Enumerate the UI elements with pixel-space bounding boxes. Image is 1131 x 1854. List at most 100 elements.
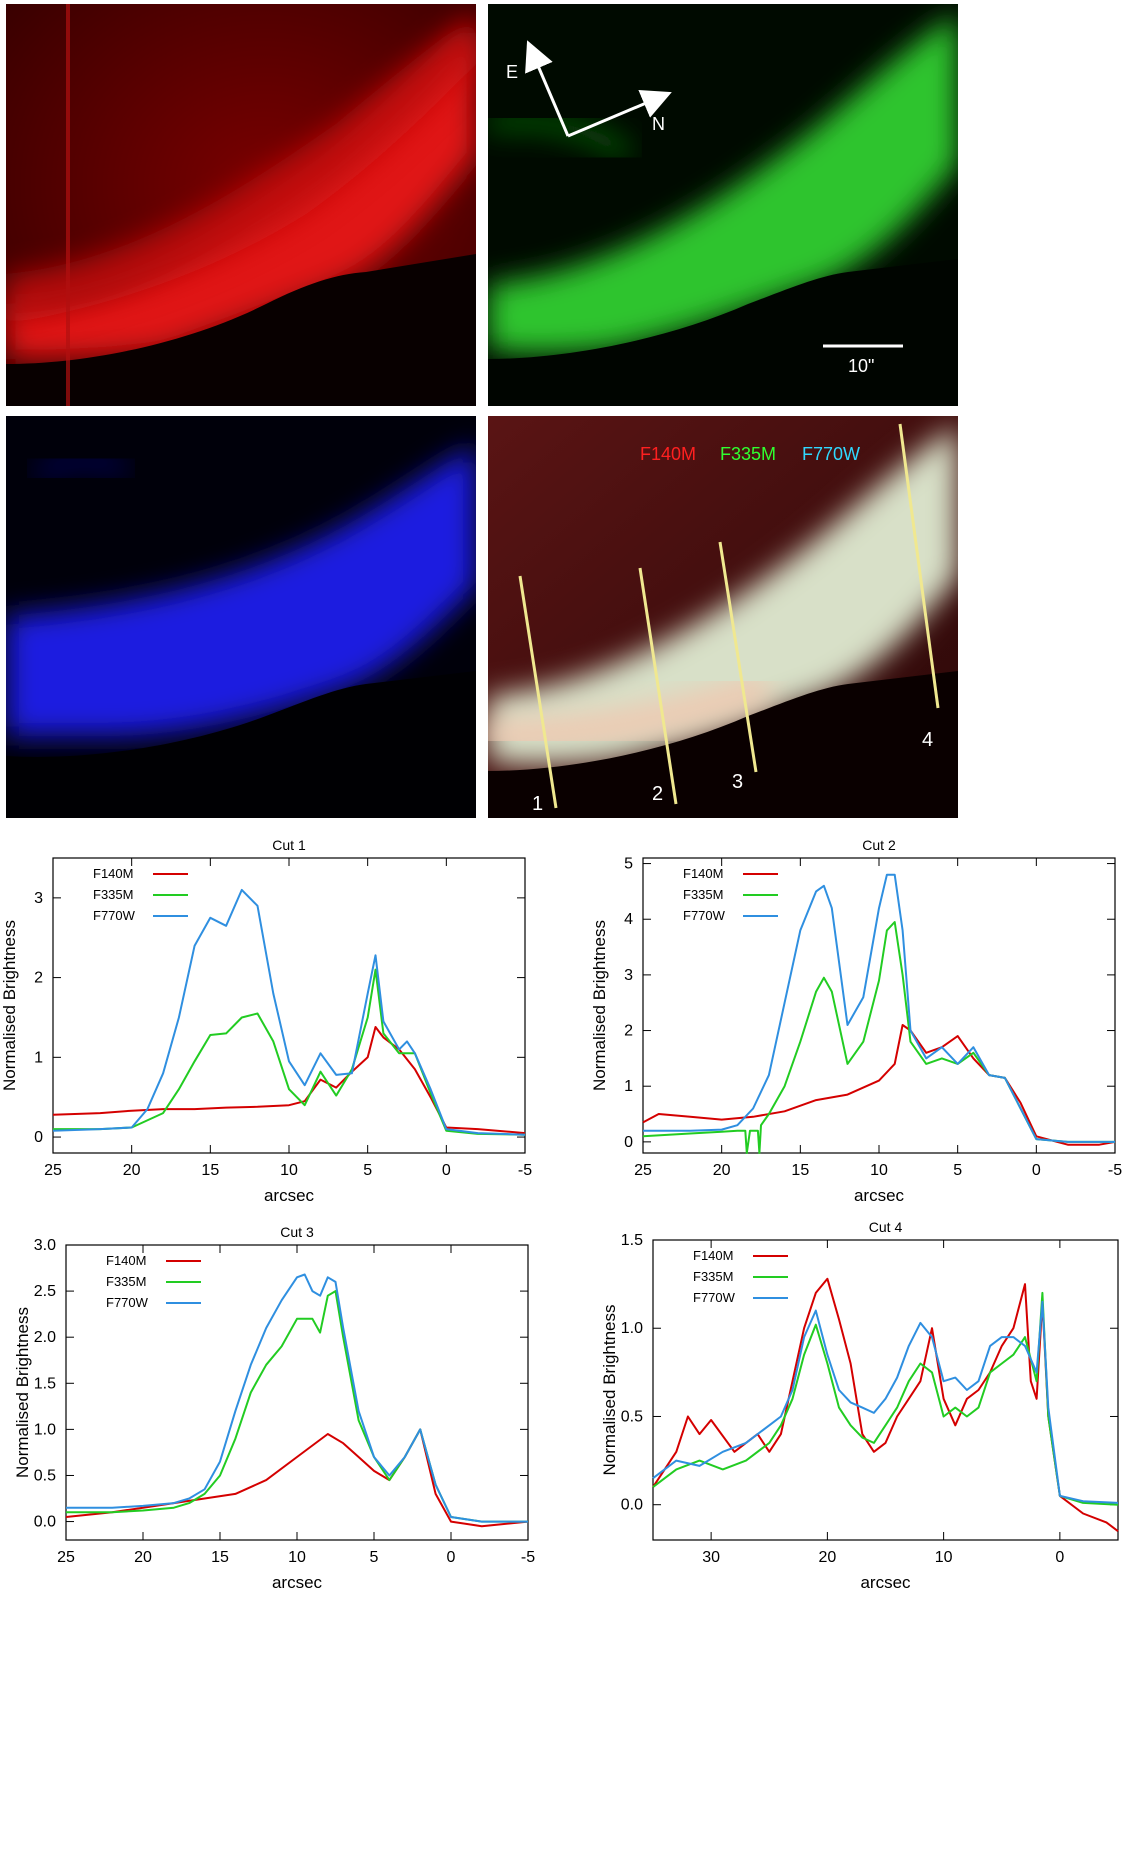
cut1-title: Cut 1 <box>272 837 306 853</box>
cut4-ytick-label: 1.0 <box>621 1320 643 1337</box>
cut2-ytick-label: 1 <box>624 1078 633 1095</box>
cut3-ytick-label: 2.5 <box>34 1283 56 1300</box>
cut3-xlabel: arcsec <box>272 1573 323 1592</box>
cut2-xtick-label: 0 <box>1032 1162 1041 1179</box>
cut2-xtick-label: 5 <box>953 1162 962 1179</box>
cut2-xlabel: arcsec <box>854 1186 905 1205</box>
cut4-xtick-label: 20 <box>818 1549 836 1566</box>
cut3-ytick-label: 3.0 <box>34 1237 56 1254</box>
cut-line-1 <box>518 575 558 809</box>
cut4-xlabel: arcsec <box>860 1573 911 1592</box>
cut3-xtick-label: 20 <box>134 1549 152 1566</box>
cut1-xtick-label: 5 <box>363 1162 372 1179</box>
cut3-legend-label: F770W <box>106 1295 149 1310</box>
cut2-ytick-label: 5 <box>624 856 633 873</box>
cut-line-4 <box>898 423 940 709</box>
cut4-xtick-label: 0 <box>1055 1549 1064 1566</box>
cut4-ytick-label: 1.5 <box>621 1232 643 1249</box>
cut2-ytick-label: 2 <box>624 1023 633 1040</box>
cut3-ylabel: Normalised Brightness <box>13 1307 32 1478</box>
image-panel-f140m <box>6 4 476 406</box>
cut3-legend-label: F140M <box>106 1253 146 1268</box>
cut2-ytick-label: 4 <box>624 911 633 928</box>
compass-north-label: N <box>652 114 665 134</box>
cut2-ylabel: Normalised Brightness <box>590 920 609 1091</box>
cut4-ylabel: Normalised Brightness <box>600 1304 619 1475</box>
cut-line-2 <box>638 567 678 805</box>
cut4-plot-frame <box>652 1239 1119 1541</box>
nebula-composite-image: 1 2 3 4 F140M F335M F770W <box>488 416 958 818</box>
cut1-ytick-label: 0 <box>34 1129 43 1146</box>
cut3-ytick-label: 0.5 <box>34 1467 56 1484</box>
image-panel-composite: 1 2 3 4 F140M F335M F770W <box>488 416 958 818</box>
cut3-xtick-label: 0 <box>447 1549 456 1566</box>
compass-east-label: E <box>506 62 518 82</box>
cut2-xtick-label: 25 <box>634 1162 652 1179</box>
cut3-series-f770w <box>66 1273 528 1523</box>
cut1-xtick-label: 10 <box>280 1162 298 1179</box>
cut4-legend-label: F770W <box>693 1290 736 1305</box>
cut3-ytick-label: 1.5 <box>34 1375 56 1392</box>
filter-label-f140m: F140M <box>640 444 696 464</box>
cut1-plot-frame <box>52 857 526 1154</box>
cut1-xtick-label: 25 <box>44 1162 62 1179</box>
cut4-xtick-label: 30 <box>702 1549 720 1566</box>
cut1-series-f335m <box>53 968 526 1136</box>
cut2-legend-label: F140M <box>683 866 723 881</box>
image-panel-f770w <box>6 416 476 818</box>
cut3-series-f335m <box>66 1290 528 1523</box>
cut-line-3 <box>718 541 758 773</box>
cut3-xtick-label: 5 <box>370 1549 379 1566</box>
cut-label-4: 4 <box>922 729 933 751</box>
cut4-ytick-label: 0.0 <box>621 1497 643 1514</box>
filter-label-f335m: F335M <box>720 444 776 464</box>
cut2-title: Cut 2 <box>862 837 896 853</box>
compass-north-arrow <box>567 90 672 138</box>
cut4-legend-label: F335M <box>693 1269 733 1284</box>
cut4-legend-label: F140M <box>693 1248 733 1263</box>
filter-label-f770w: F770W <box>802 444 860 464</box>
nebula-blue-image <box>6 416 476 818</box>
cut4-ytick-label: 0.5 <box>621 1408 643 1425</box>
cut3-ytick-label: 0.0 <box>34 1514 56 1531</box>
cut4-series-f770w <box>652 1300 1119 1504</box>
cut2-legend-label: F770W <box>683 908 726 923</box>
cut2-series-f770w <box>643 873 1115 1143</box>
cut2-ytick-label: 0 <box>624 1134 633 1151</box>
cut1-series-f770w <box>52 888 526 1136</box>
cut-label-1: 1 <box>532 793 543 815</box>
cut4-xtick-label: 10 <box>935 1549 953 1566</box>
cut2-plot-frame <box>642 857 1116 1154</box>
cut2-xtick-label: -5 <box>1108 1162 1122 1179</box>
cut2-xtick-label: 15 <box>791 1162 809 1179</box>
cut-label-2: 2 <box>652 783 663 805</box>
cut2-legend-label: F335M <box>683 887 723 902</box>
cut3-legend-label: F335M <box>106 1274 146 1289</box>
cut3-xtick-label: 10 <box>288 1549 306 1566</box>
cut1-series-f140m <box>52 1026 526 1135</box>
cut1-xlabel: arcsec <box>264 1186 315 1205</box>
cut3-xtick-label: 25 <box>57 1549 75 1566</box>
cut1-legend-label: F335M <box>93 887 133 902</box>
nebula-red-image <box>6 4 476 406</box>
cut3-plot-frame <box>65 1244 529 1541</box>
cut1-xtick-label: 20 <box>123 1162 141 1179</box>
cut1-ytick-label: 1 <box>34 1049 43 1066</box>
cut3-ytick-label: 1.0 <box>34 1421 56 1438</box>
cut3-title: Cut 3 <box>280 1224 314 1240</box>
cut2-series-f140m <box>642 1024 1116 1146</box>
cut3-xtick-label: 15 <box>211 1549 229 1566</box>
cut1-legend-label: F770W <box>93 908 136 923</box>
cut1-xtick-label: 15 <box>201 1162 219 1179</box>
cut1-legend-label: F140M <box>93 866 133 881</box>
cut1-xtick-label: 0 <box>442 1162 451 1179</box>
cut2-ytick-label: 3 <box>624 967 633 984</box>
cut1-ytick-label: 2 <box>34 970 43 987</box>
cut2-xtick-label: 20 <box>713 1162 731 1179</box>
cut4-title: Cut 4 <box>869 1219 903 1235</box>
cut1-xtick-label: -5 <box>518 1162 532 1179</box>
cut1-ytick-label: 3 <box>34 890 43 907</box>
cut1-ylabel: Normalised Brightness <box>0 920 19 1091</box>
cut3-xtick-label: -5 <box>521 1549 535 1566</box>
